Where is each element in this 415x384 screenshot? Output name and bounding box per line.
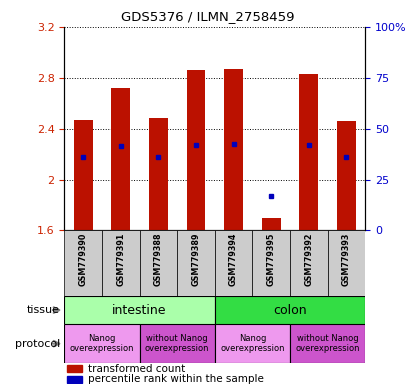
Text: GSM779391: GSM779391 xyxy=(116,232,125,286)
Text: GSM779388: GSM779388 xyxy=(154,232,163,286)
Text: Nanog
overexpression: Nanog overexpression xyxy=(70,334,134,353)
Text: Nanog
overexpression: Nanog overexpression xyxy=(220,334,285,353)
Text: intestine: intestine xyxy=(112,304,167,316)
Bar xyxy=(74,120,93,230)
Bar xyxy=(262,218,281,230)
Bar xyxy=(215,324,290,363)
Bar xyxy=(187,70,205,230)
Bar xyxy=(290,230,327,296)
Bar xyxy=(139,230,177,296)
Text: GSM779394: GSM779394 xyxy=(229,232,238,286)
Bar xyxy=(215,230,252,296)
Text: percentile rank within the sample: percentile rank within the sample xyxy=(88,374,264,384)
Bar xyxy=(290,324,365,363)
Text: GSM779395: GSM779395 xyxy=(267,232,276,286)
Bar xyxy=(67,365,82,372)
Text: GSM779393: GSM779393 xyxy=(342,232,351,286)
Bar xyxy=(64,230,102,296)
Text: GDS5376 / ILMN_2758459: GDS5376 / ILMN_2758459 xyxy=(121,10,294,23)
Bar xyxy=(102,230,139,296)
Text: tissue: tissue xyxy=(27,305,60,315)
Bar xyxy=(337,121,356,230)
Bar xyxy=(327,230,365,296)
Text: without Nanog
overexpression: without Nanog overexpression xyxy=(295,334,360,353)
Text: GSM779389: GSM779389 xyxy=(191,232,200,286)
Bar xyxy=(252,230,290,296)
Bar xyxy=(149,118,168,230)
Bar xyxy=(67,376,82,383)
Text: protocol: protocol xyxy=(15,339,60,349)
Bar xyxy=(177,230,215,296)
Text: GSM779392: GSM779392 xyxy=(304,232,313,286)
Bar xyxy=(64,296,215,324)
Bar xyxy=(299,74,318,230)
Bar xyxy=(224,69,243,230)
Bar xyxy=(139,324,215,363)
Text: colon: colon xyxy=(273,304,307,316)
Text: without Nanog
overexpression: without Nanog overexpression xyxy=(145,334,210,353)
Text: GSM779390: GSM779390 xyxy=(78,232,88,286)
Bar xyxy=(64,324,139,363)
Bar xyxy=(111,88,130,230)
Text: transformed count: transformed count xyxy=(88,364,186,374)
Bar xyxy=(215,296,365,324)
